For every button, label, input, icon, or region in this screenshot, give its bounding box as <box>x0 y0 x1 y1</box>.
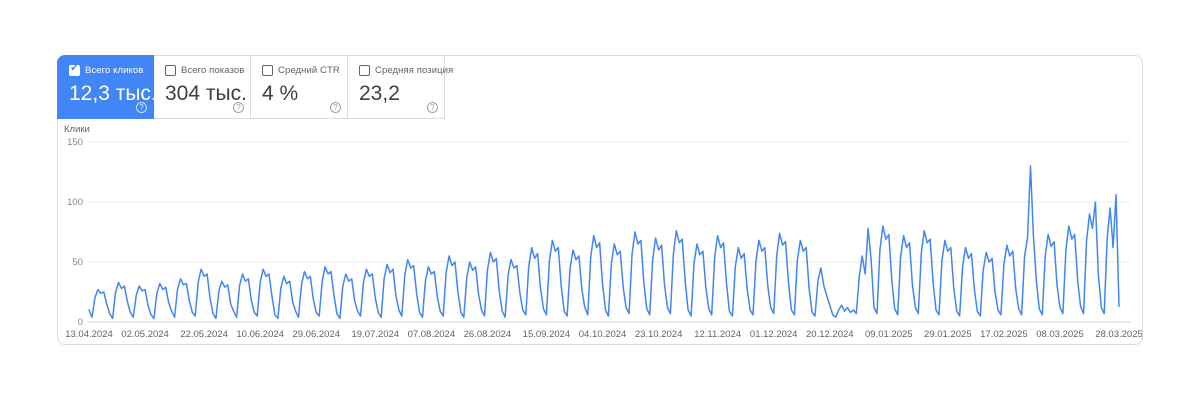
x-tick-label: 10.06.2024 <box>236 329 284 340</box>
metric-card-label: Всего кликов <box>85 65 144 76</box>
y-tick-label: 100 <box>67 197 83 208</box>
x-tick-label: 13.04.2024 <box>65 329 113 340</box>
metric-card-header: ✓ Всего кликов <box>69 62 145 76</box>
metric-card-label: Средняя позиция <box>375 65 454 76</box>
x-tick-label: 19.07.2024 <box>352 329 400 340</box>
metric-card-header: ✓ Средняя позиция <box>359 65 453 76</box>
x-tick-label: 17.02.2025 <box>980 329 1028 340</box>
x-tick-label: 22.05.2024 <box>180 329 228 340</box>
x-tick-label: 09.01.2025 <box>865 329 913 340</box>
x-tick-label: 08.03.2025 <box>1036 329 1084 340</box>
metric-card-average-position[interactable]: ✓ Средняя позиция 23,2 ? <box>348 55 453 119</box>
y-tick-label: 50 <box>72 257 83 268</box>
metric-card-average-ctr[interactable]: ✓ Средний CTR 4 % ? <box>251 55 348 119</box>
performance-panel: ✓ Всего кликов 12,3 тыс. ? ✓ Всего показ… <box>57 55 1143 345</box>
x-tick-label: 01.12.2024 <box>750 329 798 340</box>
metric-card-value: 12,3 тыс. <box>69 82 157 105</box>
help-icon[interactable]: ? <box>136 102 147 113</box>
y-axis-title: Клики <box>64 124 90 135</box>
x-tick-label: 28.03.2025 <box>1095 329 1142 340</box>
x-tick-label: 26.08.2024 <box>464 329 512 340</box>
help-icon[interactable]: ? <box>233 102 244 113</box>
checkbox-unchecked-icon[interactable]: ✓ <box>165 65 176 76</box>
x-tick-label: 04.10.2024 <box>579 329 627 340</box>
x-tick-label: 15.09.2024 <box>523 329 571 340</box>
clicks-line[interactable] <box>88 165 1120 320</box>
x-tick-label: 07.08.2024 <box>408 329 456 340</box>
y-tick-label: 150 <box>67 137 83 148</box>
help-icon[interactable]: ? <box>330 102 341 113</box>
x-tick-label: 12.11.2024 <box>694 329 741 340</box>
metric-card-total-impressions[interactable]: ✓ Всего показов 304 тыс. ? <box>154 55 251 119</box>
x-tick-label: 20.12.2024 <box>806 329 854 340</box>
x-tick-label: 29.06.2024 <box>292 329 340 340</box>
metric-cards: ✓ Всего кликов 12,3 тыс. ? ✓ Всего показ… <box>57 55 453 119</box>
metric-card-total-clicks[interactable]: ✓ Всего кликов 12,3 тыс. ? <box>57 55 157 119</box>
x-tick-label: 02.05.2024 <box>121 329 169 340</box>
x-tick-label: 29.01.2025 <box>924 329 972 340</box>
x-tick-label: 23.10.2024 <box>635 329 683 340</box>
checkbox-unchecked-icon[interactable]: ✓ <box>359 65 370 76</box>
metric-card-header: ✓ Всего показов <box>165 65 245 76</box>
metric-card-value: 4 % <box>262 82 299 105</box>
check-icon: ✓ <box>70 62 80 74</box>
metric-card-value: 23,2 <box>359 82 400 105</box>
metric-card-label: Всего показов <box>181 65 245 76</box>
help-icon[interactable]: ? <box>427 102 438 113</box>
y-tick-label: 0 <box>78 317 83 328</box>
metric-card-value: 304 тыс. <box>165 82 247 105</box>
clicks-chart[interactable]: Клики 0 50 100 150 13.04.2024 02.05.2024 22.05.… <box>58 56 1142 344</box>
checkbox-unchecked-icon[interactable]: ✓ <box>262 65 273 76</box>
metric-card-header: ✓ Средний CTR <box>262 65 340 76</box>
checkbox-checked-icon[interactable]: ✓ <box>69 62 80 76</box>
metric-card-label: Средний CTR <box>278 65 340 76</box>
